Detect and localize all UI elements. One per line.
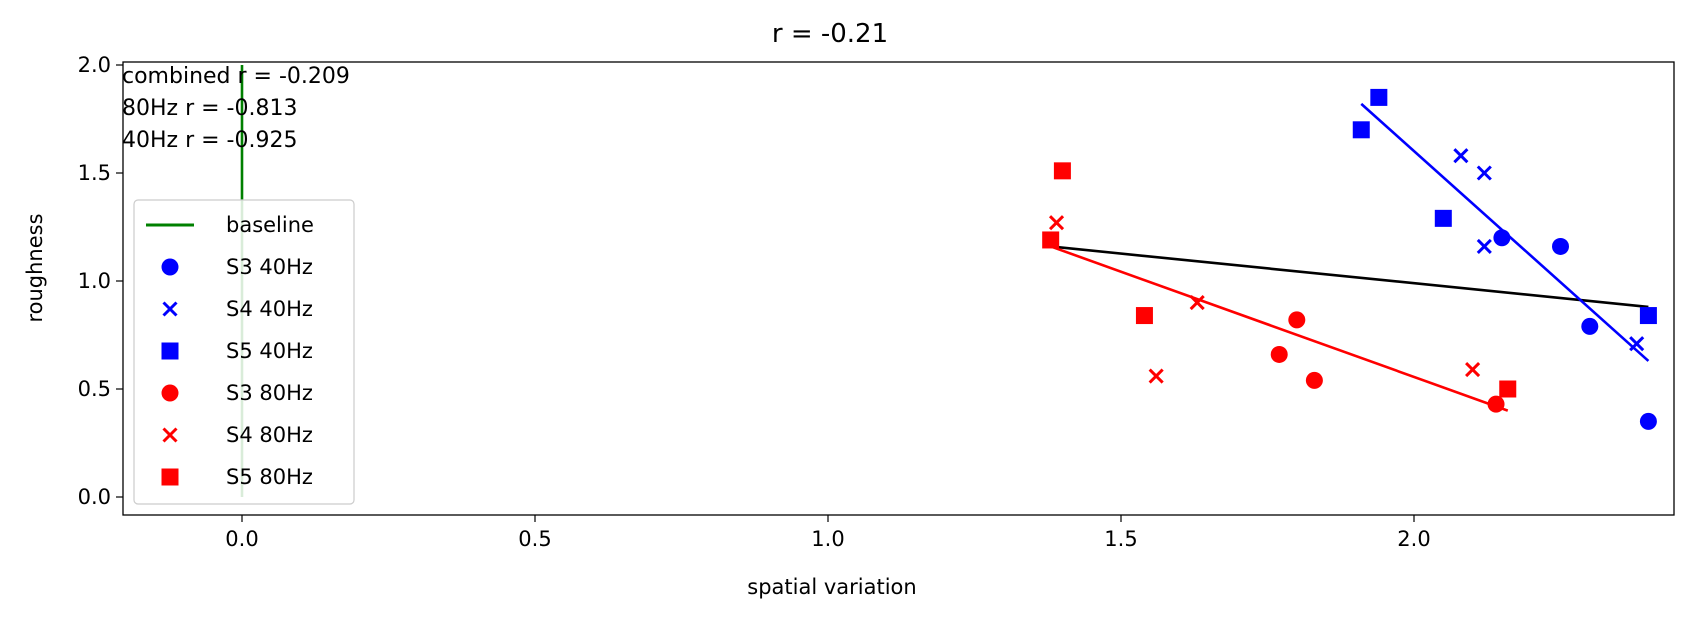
x-tick-label: 2.0 [1397, 527, 1430, 551]
data-point [1042, 231, 1060, 249]
y-tick-label: 1.5 [78, 161, 111, 185]
correlation-annotation: combined r = -0.209 [122, 64, 350, 89]
data-point [1453, 148, 1469, 164]
legend-marker [161, 342, 179, 360]
data-point [1270, 345, 1288, 363]
x-marker-stroke [1189, 295, 1205, 311]
legend-label: S5 40Hz [226, 339, 313, 363]
data-point [1581, 317, 1599, 335]
y-tick-label: 1.0 [78, 269, 111, 293]
x-marker-stroke [1476, 238, 1492, 255]
legend-marker [162, 301, 178, 317]
correlation-annotation: 80Hz r = -0.813 [122, 96, 297, 121]
fit-line-2 [1050, 245, 1509, 412]
legend-label: S5 80Hz [226, 465, 313, 489]
legend: baseline S3 40Hz S4 40Hz S5 40Hz S3 80Hz S4 8… [133, 199, 355, 505]
y-tick-label: 0.5 [78, 377, 111, 401]
legend-marker [161, 258, 179, 276]
x-tick-label: 1.0 [811, 527, 844, 551]
data-point [1552, 237, 1569, 255]
x-marker-stroke [162, 301, 178, 317]
data-point [1148, 368, 1164, 384]
data-point [1465, 361, 1481, 378]
x-marker-stroke [1148, 368, 1164, 384]
x-tick-label: 0.0 [225, 527, 258, 551]
data-point [1639, 307, 1657, 325]
data-point [1639, 412, 1657, 430]
y-tick-label: 2.0 [78, 53, 111, 77]
legend-label: S3 80Hz [226, 381, 313, 405]
annotations: combined r = -0.209 80Hz r = -0.813 40Hz r… [122, 64, 350, 153]
data-point [1499, 380, 1517, 398]
legend-label: S4 40Hz [226, 297, 313, 321]
x-marker-stroke [1465, 361, 1481, 378]
legend-label: baseline [226, 213, 314, 237]
x-tick-label: 1.5 [1104, 527, 1137, 551]
legend-box [133, 199, 355, 505]
x-marker-stroke [1048, 215, 1065, 231]
data-point [1189, 295, 1205, 311]
legend-marker [161, 468, 179, 486]
data-point [1487, 395, 1505, 413]
fit-line-1 [1050, 245, 1649, 309]
y-tick-label: 0.0 [78, 485, 111, 509]
x-marker-stroke [1453, 148, 1469, 164]
data-point [1048, 215, 1065, 231]
plot-area: 0.0 0.5 1.0 1.5 2.0 0.0 0.5 1.0 1.5 2.0 [78, 53, 1675, 551]
data-point [1305, 371, 1323, 389]
axes-frame [122, 61, 1675, 516]
data-point [1434, 209, 1452, 227]
data-point [1288, 311, 1306, 329]
x-marker-stroke [162, 427, 178, 443]
data-point [1629, 336, 1645, 352]
data-point [1370, 88, 1388, 106]
legend-marker [162, 427, 178, 443]
data-point [1135, 307, 1153, 325]
y-axis-label: roughness [23, 213, 47, 322]
legend-label: S4 80Hz [226, 423, 313, 447]
chart-title: r = -0.21 [772, 19, 888, 49]
x-marker-stroke [1476, 165, 1492, 181]
x-axis-label: spatial variation [747, 575, 916, 599]
data-point [1476, 238, 1492, 255]
correlation-annotation: 40Hz r = -0.925 [122, 128, 297, 153]
data-point [1493, 229, 1511, 247]
x-tick-label: 0.5 [518, 527, 551, 551]
x-marker-stroke [1629, 336, 1645, 352]
data-point [1476, 165, 1492, 181]
data-point [1352, 121, 1370, 139]
data-point [1053, 162, 1071, 180]
legend-label: S3 40Hz [226, 255, 313, 279]
legend-marker [161, 384, 179, 402]
